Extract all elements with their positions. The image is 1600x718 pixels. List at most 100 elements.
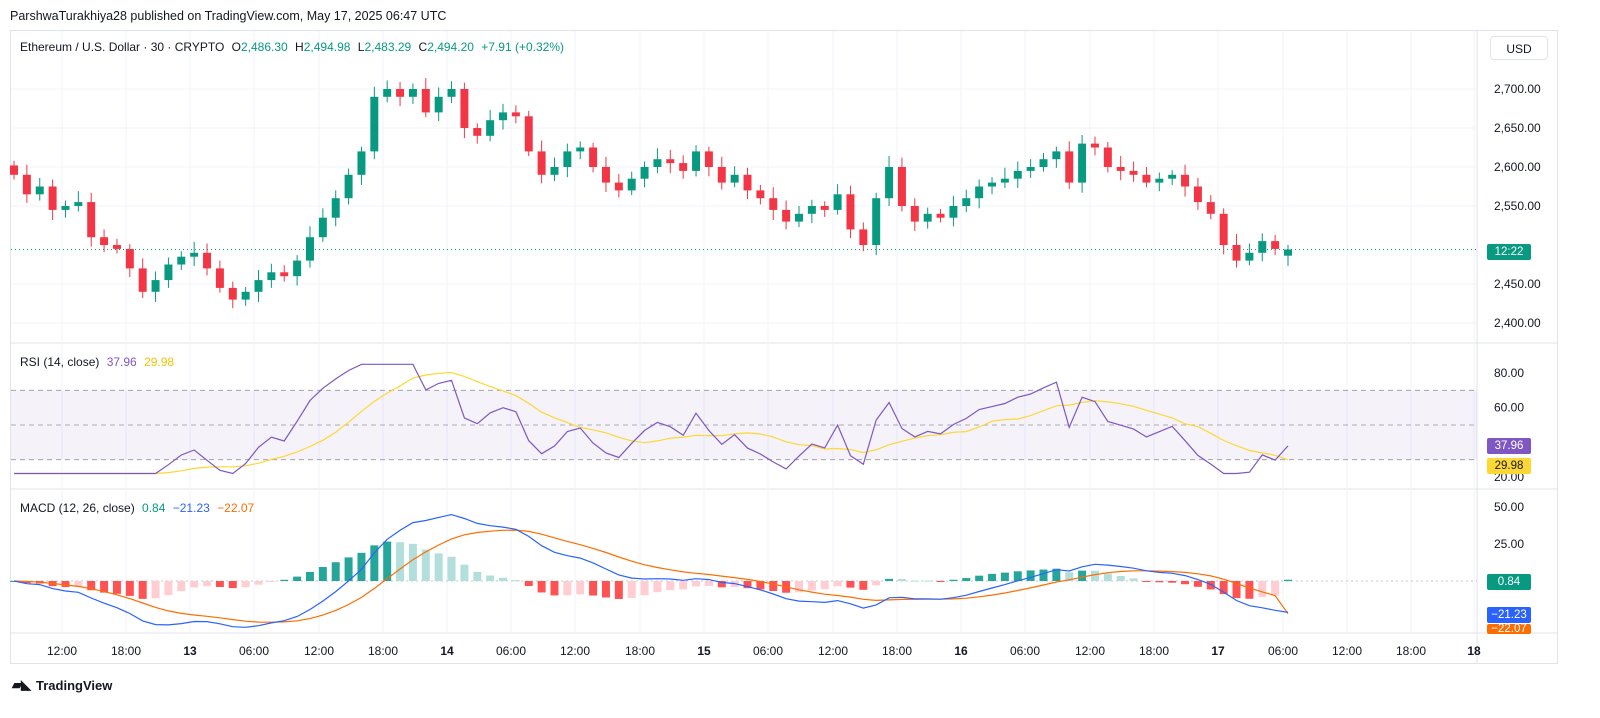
open-label: O	[231, 40, 241, 54]
change-value: +7.91 (+0.32%)	[481, 40, 564, 54]
candle-body	[48, 186, 57, 210]
candle-body	[820, 206, 829, 210]
macd-histogram-bar	[640, 581, 649, 596]
macd-histogram-bar	[331, 562, 340, 581]
macd-histogram-bar	[1155, 581, 1164, 583]
macd-histogram-bar	[756, 581, 765, 590]
macd-histogram-bar	[254, 581, 263, 585]
macd-histogram-bar	[1078, 570, 1087, 581]
candle-body	[627, 178, 636, 191]
macd-histogram-bar	[524, 581, 533, 587]
macd-histogram-bar	[988, 573, 997, 581]
macd-histogram-bar	[1232, 581, 1241, 599]
macd-histogram-bar	[949, 579, 958, 581]
candle-body	[846, 194, 855, 230]
candle-body	[666, 159, 675, 164]
candle-body	[228, 287, 237, 300]
macd-histogram-bar	[1052, 568, 1061, 581]
macd-histogram-bar	[421, 549, 430, 581]
candle-body	[795, 213, 803, 222]
macd-histogram-bar	[1193, 581, 1202, 587]
candle-body	[215, 268, 224, 288]
time-tick-label: 12:00	[818, 644, 848, 658]
candle-body	[936, 213, 945, 218]
macd-tick-label: 25.00	[1494, 537, 1524, 551]
candle-body	[138, 268, 147, 292]
macd-histogram-bar	[795, 581, 803, 593]
candle-body	[872, 198, 881, 245]
macd-histogram-bar	[936, 581, 945, 582]
candle-body	[923, 213, 932, 222]
macd-histogram-bar	[267, 581, 276, 582]
macd-histogram-bar	[872, 581, 881, 586]
candle-body	[473, 128, 482, 136]
time-tick-label: 13	[183, 644, 197, 658]
rsi-legend: RSI (14, close) 37.96 29.98	[20, 355, 178, 369]
candle-body	[589, 147, 598, 167]
candle-body	[1206, 202, 1215, 214]
macd-histogram-bar	[177, 581, 186, 592]
macd-title[interactable]: MACD (12, 26, close)	[20, 501, 135, 515]
price-legend: Ethereum / U.S. Dollar · 30 · CRYPTO O2,…	[20, 40, 568, 54]
time-tick-label: 18	[1467, 644, 1481, 658]
candle-body	[331, 198, 340, 218]
high-label: H	[295, 40, 304, 54]
candle-body	[318, 217, 327, 238]
rsi-tick-label: 60.00	[1494, 401, 1524, 415]
macd-histogram-bar	[897, 578, 906, 581]
macd-value: −21.23	[172, 501, 210, 515]
candle-body	[100, 237, 109, 245]
macd-histogram-bar	[370, 545, 379, 581]
rsi-title[interactable]: RSI (14, close)	[20, 355, 100, 369]
candle-body	[203, 252, 212, 269]
macd-histogram-bar	[293, 576, 302, 581]
candle-body	[421, 89, 430, 113]
candle-body	[897, 167, 906, 206]
macd-histogram-bar	[499, 577, 507, 581]
candle-body	[396, 89, 405, 97]
candle-body	[344, 174, 353, 199]
macd-histogram-bar	[563, 581, 572, 596]
macd-histogram-bar	[486, 575, 495, 581]
candle-body	[408, 89, 417, 97]
candle-body	[550, 167, 559, 175]
low-label: L	[357, 40, 365, 54]
candle-body	[499, 112, 507, 121]
candle-body	[653, 159, 662, 167]
macd-signal-line	[13, 529, 1289, 623]
macd-histogram-bar	[74, 581, 83, 587]
candle-body	[1155, 178, 1164, 183]
macd-tick-label: 50.00	[1494, 500, 1524, 514]
candle-body	[1116, 167, 1125, 171]
candle-body	[743, 174, 752, 191]
tradingview-logo-icon: ▰◣	[12, 677, 31, 692]
candle-body	[125, 248, 134, 269]
symbol-label[interactable]: Ethereum / U.S. Dollar · 30 · CRYPTO	[20, 40, 225, 54]
time-tick-label: 12:00	[47, 644, 77, 658]
candle-body	[601, 167, 610, 183]
candle-body	[807, 206, 816, 214]
macd-histogram-bar	[576, 581, 585, 595]
candle-body	[949, 206, 958, 218]
price-tick-label: 2,700.00	[1494, 82, 1541, 96]
macd-histogram-bar	[318, 567, 327, 581]
price-countdown-badge: 12:22	[1487, 244, 1531, 260]
macd-badge: −21.23	[1487, 607, 1531, 623]
candle-body	[730, 174, 739, 183]
macd-histogram-bar	[357, 552, 366, 581]
candle-body	[383, 89, 392, 97]
macd-histogram-bar	[434, 553, 443, 581]
currency-button[interactable]: USD	[1490, 36, 1548, 60]
candle-body	[293, 260, 302, 277]
macd-histogram-bar	[1103, 573, 1112, 581]
macd-histogram-bar	[241, 581, 250, 588]
price-tick-label: 2,600.00	[1494, 160, 1541, 174]
candle-body	[1284, 249, 1292, 256]
macd-histogram-bar	[627, 581, 636, 598]
publisher-line: ParshwaTurakhiya28 published on TradingV…	[10, 9, 447, 23]
candle-body	[910, 206, 919, 222]
tradingview-brand[interactable]: ▰◣ TradingView	[12, 677, 112, 693]
candle-body	[769, 198, 778, 210]
price-tick-label: 2,450.00	[1494, 277, 1541, 291]
